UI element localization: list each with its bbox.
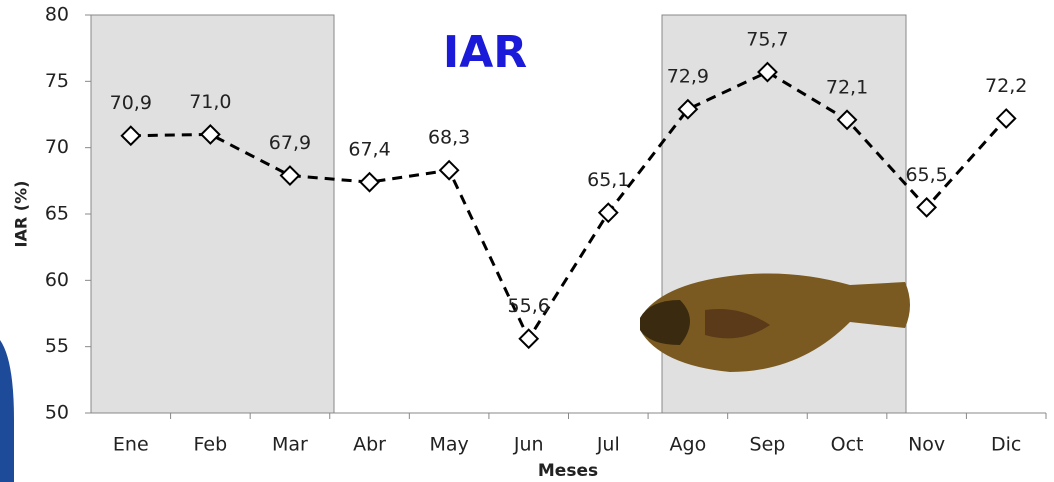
x-tick-label: Ago xyxy=(670,434,707,456)
marker xyxy=(199,123,221,145)
value-label: 70,9 xyxy=(110,92,152,114)
value-label: 75,7 xyxy=(746,29,788,51)
value-label: 72,9 xyxy=(667,66,709,88)
y-tick-label: 70 xyxy=(45,136,69,158)
marker xyxy=(677,98,699,120)
y-tick-label: 60 xyxy=(45,269,69,291)
y-tick-label: 80 xyxy=(45,4,69,26)
y-axis-label: IAR (%) xyxy=(12,181,31,248)
marker xyxy=(916,196,938,218)
marker xyxy=(438,159,460,181)
y-tick-label: 65 xyxy=(45,203,69,225)
marker xyxy=(597,202,619,224)
x-tick-label: Dic xyxy=(991,434,1021,456)
x-tick-label: Ene xyxy=(113,434,149,456)
marker xyxy=(359,171,380,193)
x-tick-label: Mar xyxy=(272,434,308,456)
x-tick-label: Abr xyxy=(353,434,386,456)
marker xyxy=(995,108,1017,129)
marker xyxy=(518,328,540,350)
x-tick-label: May xyxy=(429,434,468,456)
value-label: 55,6 xyxy=(508,295,550,317)
decoration xyxy=(0,340,14,482)
marker xyxy=(120,125,142,147)
y-tick-label: 55 xyxy=(45,335,69,357)
x-tick-label: Jul xyxy=(596,434,620,456)
marker xyxy=(279,165,301,186)
highlight-band xyxy=(90,14,335,414)
value-label: 65,5 xyxy=(905,164,947,186)
x-tick-label: Nov xyxy=(908,434,945,456)
series-line xyxy=(130,70,1008,342)
marker xyxy=(836,109,858,131)
value-label: 72,1 xyxy=(826,76,868,98)
marker xyxy=(757,61,778,83)
value-label: 72,2 xyxy=(985,75,1027,97)
chart-title: IAR xyxy=(443,27,527,78)
x-tick-label: Oct xyxy=(831,434,864,456)
x-axis-label: Meses xyxy=(538,461,598,481)
value-label: 65,1 xyxy=(587,169,629,191)
value-label: 67,9 xyxy=(269,132,311,154)
value-label: 67,4 xyxy=(348,139,390,161)
y-tick-label: 75 xyxy=(45,70,69,92)
x-tick-label: Sep xyxy=(750,434,786,456)
fish-image xyxy=(640,273,910,372)
x-tick-label: Jun xyxy=(513,434,544,456)
y-tick-label: 50 xyxy=(45,402,69,424)
x-tick-label: Feb xyxy=(194,434,228,456)
value-label: 71,0 xyxy=(189,91,231,113)
value-label: 68,3 xyxy=(428,127,470,149)
